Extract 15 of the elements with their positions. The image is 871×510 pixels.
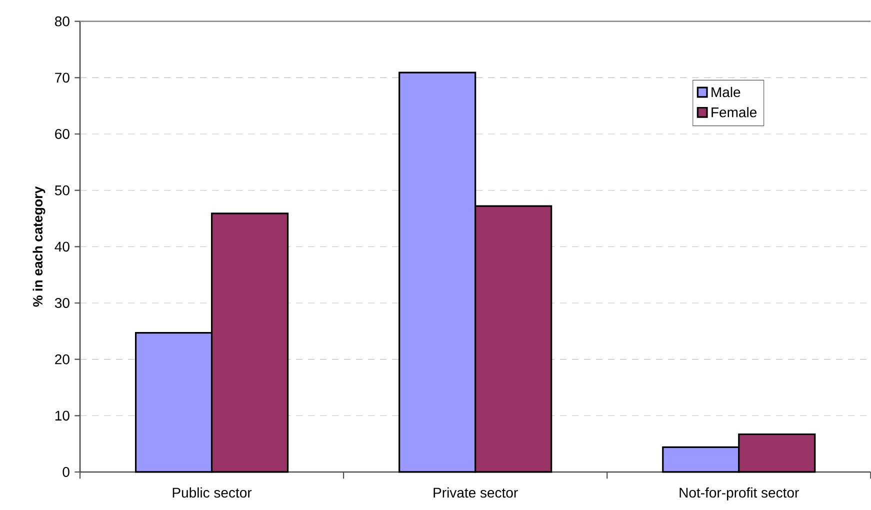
y-tick-label: 0 [62,467,70,477]
y-tick-label: 70 [55,72,70,83]
x-tick-label: Not-for-profit sector [680,487,799,500]
y-tick-label: 60 [55,129,70,139]
y-tick-label: 40 [54,242,70,252]
y-tick-label: 20 [55,354,70,364]
y-axis-title: % in each category [32,186,46,307]
legend-label: Male [712,86,740,98]
x-tick-label: Private sector [434,487,518,498]
legend-label: Female [712,107,757,118]
y-tick-label: 10 [55,410,70,421]
y-tick-label: 30 [54,298,70,308]
y-tick-label: 80 [55,16,70,26]
y-tick-label: 50 [54,185,70,196]
x-tick-label: Public sector [172,487,252,498]
